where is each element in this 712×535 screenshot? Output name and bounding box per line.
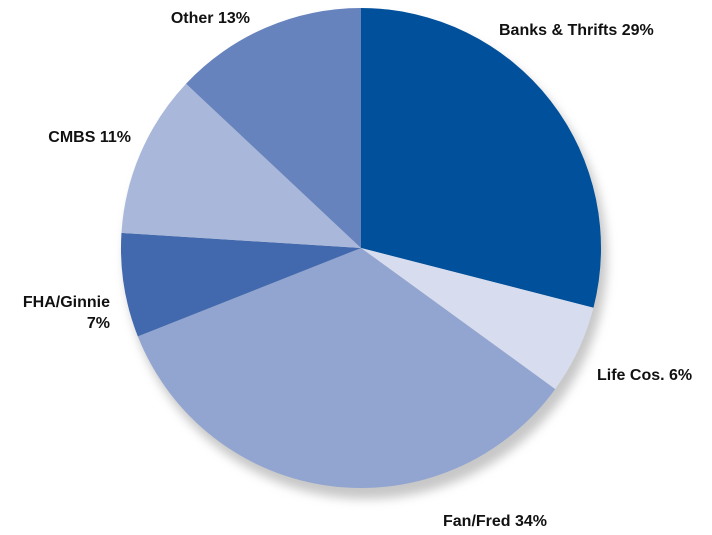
slice-label: FHA/Ginnie 7%: [23, 294, 110, 332]
pie-labels: Banks & Thrifts 29% Life Cos. 6% Fan/Fred …: [23, 10, 692, 530]
pie-slice-other: [186, 8, 361, 248]
slice-label: CMBS 11%: [48, 129, 131, 146]
slice-label: Banks & Thrifts 29%: [499, 22, 654, 39]
pie-slices: [120, 8, 602, 489]
slice-label: Other 13%: [171, 10, 250, 27]
slice-label: Fan/Fred 34%: [443, 513, 547, 530]
pie-slice-fan-fred: [137, 248, 556, 489]
pie-slice-fha-ginnie: [120, 232, 361, 337]
pie-slice-cmbs: [121, 83, 361, 249]
pie-slice-banks-thrifts: [361, 8, 602, 308]
pie-slice-life-cos: [361, 248, 594, 390]
slice-label: Life Cos. 6%: [597, 367, 692, 384]
